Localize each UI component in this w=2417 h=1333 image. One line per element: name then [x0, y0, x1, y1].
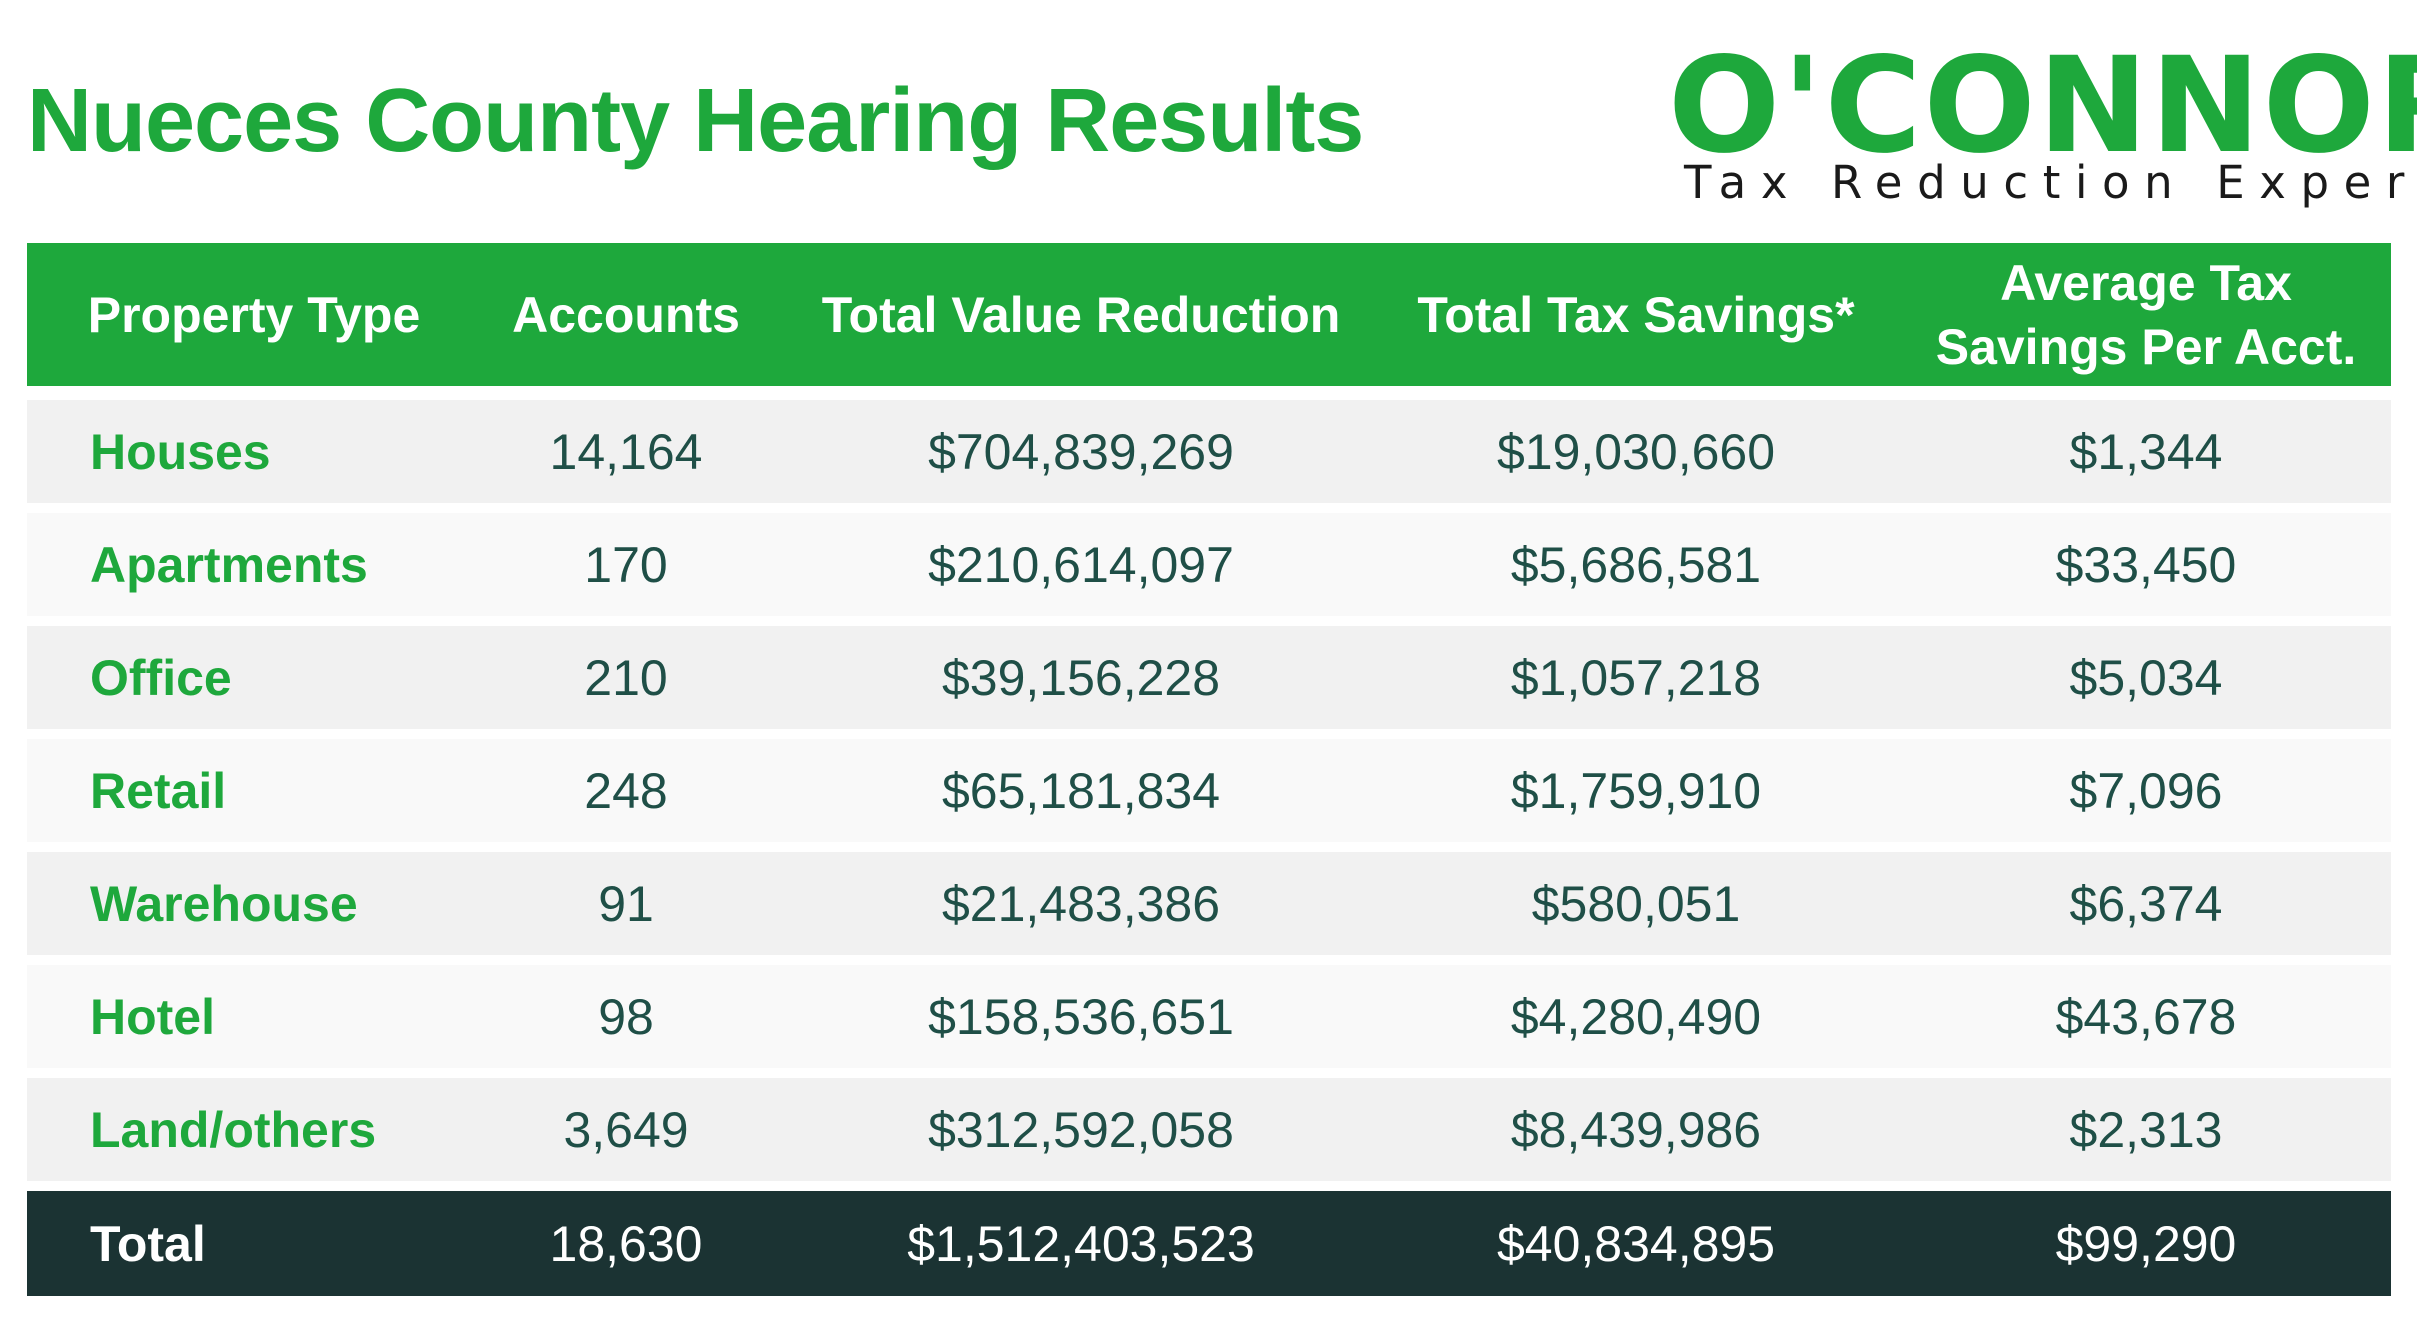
accounts-cell: 91 [598, 875, 654, 932]
value-reduction-cell: $312,592,058 [928, 1101, 1234, 1158]
property-type-cell: Office [90, 649, 232, 706]
accounts-cell: 14,164 [549, 423, 703, 480]
table-total-row: Total 18,630 $1,512,403,523 $40,834,895 … [27, 1191, 2391, 1296]
accounts-cell: 170 [584, 536, 668, 593]
value-reduction-cell: $704,839,269 [928, 423, 1234, 480]
tax-savings-cell: $580,051 [1531, 875, 1741, 932]
accounts-cell: 98 [598, 988, 654, 1045]
tax-savings-cell: $1,057,218 [1510, 649, 1762, 706]
total-value-reduction: $1,512,403,523 [907, 1215, 1255, 1272]
total-average-savings: $99,290 [2055, 1215, 2237, 1272]
accounts-cell: 210 [584, 649, 668, 706]
value-reduction-cell: $65,181,834 [941, 762, 1221, 819]
property-type-cell: Warehouse [90, 875, 358, 932]
value-reduction-cell: $21,483,386 [941, 875, 1221, 932]
table-row: Apartments 170 $210,614,097 $5,686,581 $33,4… [27, 513, 2391, 616]
hearing-results-table: Property Type Accounts Total Value Reduc… [27, 243, 2391, 1296]
table-row: Hotel 98 $158,536,651 $4,280,490 $43,678 [27, 965, 2391, 1068]
logo-wordmark: O'CONNOR [1668, 29, 2417, 183]
property-type-cell: Hotel [90, 988, 215, 1045]
table-row: Retail 248 $65,181,834 $1,759,910 $7,096 [27, 739, 2391, 842]
oconnor-logo: O'CONNOR Tax Reduction Experts [1668, 40, 2417, 210]
tax-savings-cell: $19,030,660 [1496, 423, 1776, 480]
average-savings-cell: $6,374 [2069, 875, 2223, 932]
tax-savings-cell: $1,759,910 [1510, 762, 1762, 819]
table-header-row: Property Type Accounts Total Value Reduc… [27, 243, 2391, 386]
header-accounts: Accounts [512, 286, 740, 343]
table-row: Office 210 $39,156,228 $1,057,218 $5,034 [27, 626, 2391, 729]
property-type-cell: Apartments [90, 536, 368, 593]
average-savings-cell: $33,450 [2055, 536, 2237, 593]
property-type-cell: Houses [90, 423, 271, 480]
average-savings-cell: $2,313 [2069, 1101, 2223, 1158]
average-savings-cell: $1,344 [2069, 423, 2223, 480]
property-type-cell: Retail [90, 762, 227, 819]
average-savings-cell: $7,096 [2069, 762, 2223, 819]
logo-tagline: Tax Reduction Experts [1684, 156, 2417, 209]
header-total-tax-savings: Total Tax Savings* [1417, 286, 1855, 343]
value-reduction-cell: $39,156,228 [941, 649, 1221, 706]
accounts-cell: 248 [584, 762, 668, 819]
table-row: Houses 14,164 $704,839,269 $19,030,660 $1,34… [27, 400, 2391, 503]
tax-savings-cell: $5,686,581 [1510, 536, 1762, 593]
average-savings-cell: $5,034 [2069, 649, 2223, 706]
property-type-cell: Land/others [90, 1101, 377, 1158]
average-savings-cell: $43,678 [2055, 988, 2237, 1045]
total-tax-savings: $40,834,895 [1496, 1215, 1776, 1272]
page-title: Nueces County Hearing Results [27, 71, 1364, 171]
header-total-value-reduction: Total Value Reduction [821, 286, 1341, 343]
accounts-cell: 3,649 [563, 1101, 689, 1158]
value-reduction-cell: $158,536,651 [928, 988, 1234, 1045]
tax-savings-cell: $4,280,490 [1510, 988, 1762, 1045]
table-row: Land/others 3,649 $312,592,058 $8,439,986 $2… [27, 1078, 2391, 1181]
value-reduction-cell: $210,614,097 [928, 536, 1234, 593]
header-property-type: Property Type [87, 286, 421, 343]
table-row: Warehouse 91 $21,483,386 $580,051 $6,374 [27, 852, 2391, 955]
tax-savings-cell: $8,439,986 [1510, 1101, 1762, 1158]
total-label: Total [90, 1215, 206, 1272]
header-average-tax-savings: Average Tax Savings Per Acct. [1935, 254, 2357, 375]
total-accounts: 18,630 [549, 1215, 703, 1272]
